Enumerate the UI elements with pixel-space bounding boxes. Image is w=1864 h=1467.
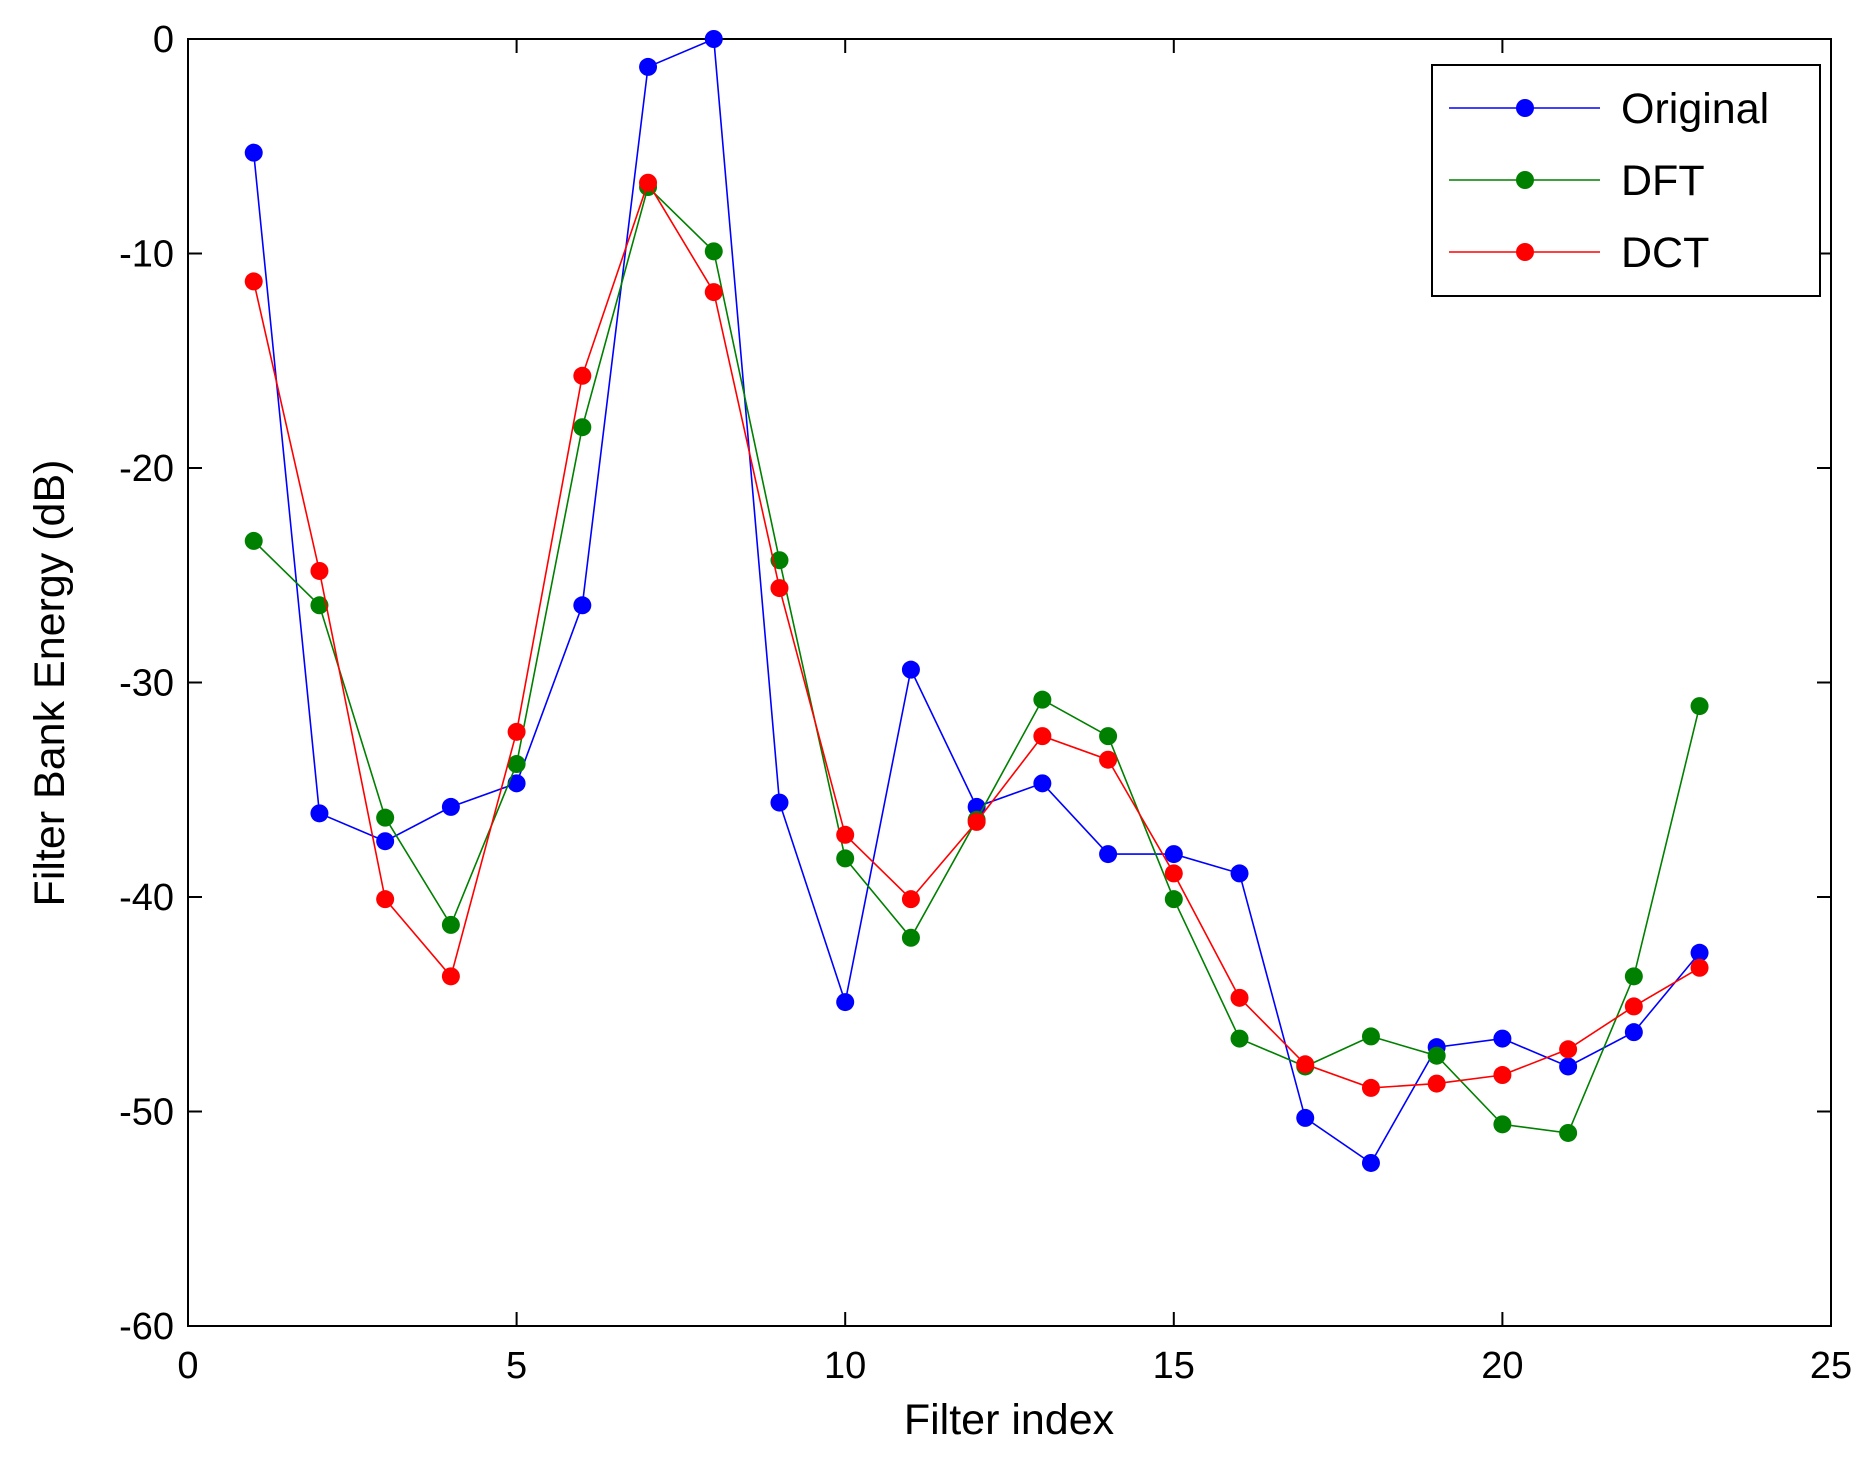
data-point-dct: [1033, 727, 1052, 746]
x-axis-ticks: 0 5 10 15 20 25: [177, 39, 1852, 1387]
y-tick-label: -20: [119, 448, 174, 490]
y-tick-label: 0: [153, 19, 174, 61]
data-point-original: [1690, 943, 1709, 962]
data-point-original: [1033, 774, 1052, 793]
data-point-original: [901, 660, 920, 679]
data-point-dct: [507, 722, 526, 741]
data-point-dft: [836, 849, 855, 868]
data-point-dct: [441, 967, 460, 986]
series-layer: [244, 30, 1709, 1172]
data-point-original: [1361, 1153, 1380, 1172]
data-point-dct: [310, 561, 329, 580]
series-dct: [244, 173, 1709, 1097]
data-point-original: [376, 832, 395, 851]
y-axis-ticks: 0 -10 -20 -30 -40 -50 -60: [119, 19, 1831, 1348]
data-point-original: [1559, 1057, 1578, 1076]
data-point-original: [704, 30, 723, 48]
legend-label-dft: DFT: [1621, 157, 1705, 205]
y-tick-label: -30: [119, 663, 174, 705]
legend: Original DFT DCT: [1431, 64, 1821, 297]
data-point-dct: [1559, 1040, 1578, 1059]
legend-items: Original DFT DCT: [1449, 85, 1769, 277]
data-point-dft: [1559, 1123, 1578, 1142]
data-point-dct: [770, 579, 789, 598]
data-point-original: [770, 793, 789, 812]
y-tick-label: -40: [119, 877, 174, 919]
data-point-dft: [704, 242, 723, 261]
data-point-dft: [1361, 1027, 1380, 1046]
data-point-dct: [967, 812, 986, 831]
data-point-dft: [1624, 967, 1643, 986]
data-point-dct: [1493, 1066, 1512, 1085]
data-point-dft: [573, 418, 592, 437]
data-point-original: [1624, 1023, 1643, 1042]
data-point-original: [1230, 864, 1249, 883]
data-point-dct: [901, 890, 920, 909]
data-point-original: [1164, 845, 1183, 864]
data-point-dft: [310, 596, 329, 615]
data-point-dft: [1493, 1115, 1512, 1134]
data-point-dct: [639, 173, 658, 192]
data-point-dft: [441, 915, 460, 934]
legend-marker-original: [1516, 99, 1534, 117]
x-tick-label: 10: [824, 1345, 866, 1387]
data-point-dct: [1296, 1055, 1315, 1074]
data-point-dft: [1690, 697, 1709, 716]
data-point-dct: [1361, 1078, 1380, 1097]
data-point-original: [573, 596, 592, 615]
legend-item-original: Original: [1449, 85, 1769, 133]
data-point-dct: [1099, 750, 1118, 769]
legend-label-dct: DCT: [1621, 229, 1709, 277]
data-point-dct: [1164, 864, 1183, 883]
x-axis-title: Filter index: [904, 1396, 1115, 1444]
data-point-original: [441, 797, 460, 816]
data-point-dft: [1427, 1046, 1446, 1065]
legend-item-dft: DFT: [1449, 157, 1705, 205]
data-point-original: [1493, 1029, 1512, 1048]
x-tick-label: 25: [1810, 1345, 1852, 1387]
data-point-dft: [507, 755, 526, 774]
data-point-original: [507, 774, 526, 793]
data-point-original: [836, 993, 855, 1012]
data-point-dft: [1164, 890, 1183, 909]
data-point-dct: [704, 283, 723, 302]
data-point-dct: [376, 890, 395, 909]
data-point-original: [1296, 1108, 1315, 1127]
data-point-dct: [1624, 997, 1643, 1016]
data-point-original: [244, 143, 263, 162]
data-point-dct: [573, 366, 592, 385]
data-point-dft: [244, 531, 263, 550]
data-point-original: [310, 804, 329, 823]
data-point-dct: [836, 825, 855, 844]
y-tick-label: -10: [119, 234, 174, 276]
data-point-dct: [244, 272, 263, 291]
data-point-dft: [376, 808, 395, 827]
data-point-dft: [1230, 1029, 1249, 1048]
x-tick-label: 15: [1153, 1345, 1195, 1387]
data-point-dft: [901, 928, 920, 947]
data-point-dft: [1099, 727, 1118, 746]
y-axis-title: Filter Bank Energy (dB): [26, 460, 74, 907]
data-point-dft: [1033, 690, 1052, 709]
series-original: [244, 30, 1709, 1172]
data-point-dct: [1230, 988, 1249, 1007]
x-tick-label: 5: [506, 1345, 527, 1387]
y-tick-label: -50: [119, 1092, 174, 1134]
legend-item-dct: DCT: [1449, 229, 1709, 277]
data-point-original: [639, 57, 658, 76]
y-tick-label: -60: [119, 1306, 174, 1348]
legend-marker-dct: [1516, 243, 1534, 261]
legend-label-original: Original: [1621, 85, 1769, 133]
legend-marker-dft: [1516, 171, 1534, 189]
x-tick-label: 0: [177, 1345, 198, 1387]
data-point-dct: [1690, 958, 1709, 977]
data-point-original: [1099, 845, 1118, 864]
data-point-dct: [1427, 1074, 1446, 1093]
x-tick-label: 20: [1481, 1345, 1523, 1387]
